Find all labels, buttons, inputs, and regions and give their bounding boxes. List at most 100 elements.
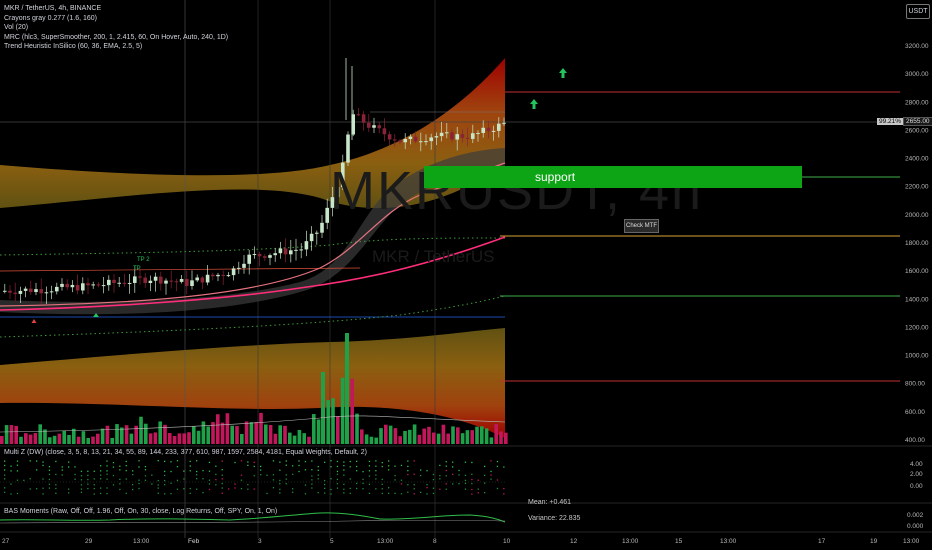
multi-z-dot <box>368 465 371 467</box>
multi-z-dot <box>48 466 51 468</box>
price-tick-label: 800.00 <box>905 381 925 388</box>
multi-z-dot <box>426 493 428 495</box>
multi-z-dot <box>61 469 63 471</box>
volume-bar <box>158 421 162 444</box>
multi-z-label[interactable]: Multi Z (DW) (close, 3, 5, 8, 13, 21, 34… <box>4 449 367 456</box>
multi-z-dot <box>119 483 121 485</box>
multi-z-dot <box>4 474 6 476</box>
multi-z-dot <box>55 484 57 486</box>
time-tick-label: 13:00 <box>720 538 737 545</box>
multi-z-dot <box>4 487 6 489</box>
multi-z-dot <box>87 487 89 490</box>
volume-bar <box>422 428 426 444</box>
candle-body <box>387 134 392 140</box>
support-annotation[interactable]: support <box>424 166 802 188</box>
volume-bar <box>446 433 450 444</box>
volume-bar <box>475 426 479 444</box>
candle-body <box>86 283 90 286</box>
multi-z-dot <box>189 492 191 494</box>
multi-z-dot <box>292 465 294 467</box>
check-mtf-annotation[interactable]: Check MTF <box>624 219 659 233</box>
multi-z-dot <box>170 461 172 463</box>
multi-z-dot <box>100 492 102 495</box>
volume-bar <box>129 433 134 444</box>
candle-body <box>367 122 371 128</box>
multi-z-dot <box>80 488 83 490</box>
multi-z-dot <box>394 492 396 495</box>
volume-bar <box>14 425 18 444</box>
volume-bar <box>120 427 124 444</box>
candle-body <box>169 280 173 282</box>
multi-z-dot <box>164 474 166 477</box>
multi-z-dot <box>93 493 95 495</box>
multi-z-dot <box>368 475 371 477</box>
multi-z-dot <box>112 474 115 477</box>
volume-bar <box>124 425 129 444</box>
candle-body <box>8 290 12 293</box>
multi-z-dot <box>138 460 140 462</box>
candle-body <box>190 280 194 286</box>
legend-symbol[interactable]: MKR / TetherUS, 4h, BINANCE <box>4 5 102 12</box>
candle-body <box>273 253 277 256</box>
candle-body <box>471 133 475 139</box>
multi-z-dot <box>471 488 473 491</box>
multi-z-dot <box>330 493 332 495</box>
bas-moments-label[interactable]: BAS Moments (Raw, Off, Off, 1.96, Off, O… <box>4 508 278 515</box>
multi-z-dot <box>343 464 345 467</box>
legend-crayons[interactable]: Crayons gray 0.277 (1.6, 160) <box>4 14 97 22</box>
volume-bar <box>480 426 484 444</box>
candle-body <box>263 256 267 258</box>
currency-badge[interactable]: USDT <box>906 4 930 19</box>
multi-z-dot <box>413 473 415 475</box>
multi-z-dot <box>112 466 115 468</box>
multi-z-dot <box>157 492 159 494</box>
multi-z-dot <box>439 488 441 490</box>
volume-bar <box>144 423 148 444</box>
legend-volume[interactable]: Vol (20) <box>4 24 29 32</box>
legend-trend[interactable]: Trend Heuristic InSilico (60, 36, EMA, 2… <box>4 43 143 51</box>
multi-z-dot <box>445 475 447 477</box>
candle-body <box>44 292 49 294</box>
candle-body <box>304 241 309 250</box>
multi-z-dot <box>304 484 307 486</box>
volume-bar <box>220 422 225 444</box>
multi-z-dot <box>138 466 140 468</box>
multi-z-dot <box>336 470 339 473</box>
volume-bar <box>456 427 460 444</box>
multi-z-dot <box>93 484 95 486</box>
candle-body <box>39 289 43 294</box>
price-tick-label: 2600.00 <box>905 127 929 134</box>
multi-z-dot <box>452 461 454 463</box>
legend-mrc[interactable]: MRC (hlc3, SuperSmoother, 200, 1, 2.415,… <box>4 33 229 41</box>
multi-z-dot <box>464 488 467 490</box>
multi-z-dot <box>336 487 339 489</box>
multi-z-dot <box>388 492 390 495</box>
multi-z-dot <box>10 493 12 495</box>
multi-z-dot <box>196 478 198 480</box>
multi-z-dot <box>215 484 217 486</box>
multi-z-dot <box>413 488 415 490</box>
time-tick-label: 13:00 <box>903 538 920 545</box>
multi-z-dot <box>157 479 159 482</box>
price-tick-label: 2000.00 <box>905 212 929 219</box>
multi-z-dot <box>349 492 351 495</box>
multi-z-dot <box>394 479 396 481</box>
candle-body <box>289 250 293 255</box>
price-tick-label: 2800.00 <box>905 99 929 106</box>
candle-body <box>18 290 23 294</box>
multi-z-dot <box>394 474 396 477</box>
multi-z-dot <box>10 470 12 472</box>
candle-body <box>393 139 397 141</box>
multi-z-dot <box>343 469 345 471</box>
multi-z-dot <box>490 470 492 473</box>
candle-body <box>195 277 199 281</box>
volume-bar <box>52 435 57 444</box>
volume-bar <box>436 433 441 444</box>
volume-bar <box>273 433 278 444</box>
multi-z-dot <box>413 493 415 495</box>
time-tick-label: 10 <box>503 538 511 545</box>
multi-z-dot <box>125 492 127 495</box>
multi-z-dot <box>375 460 377 462</box>
multi-z-dot <box>164 493 166 495</box>
